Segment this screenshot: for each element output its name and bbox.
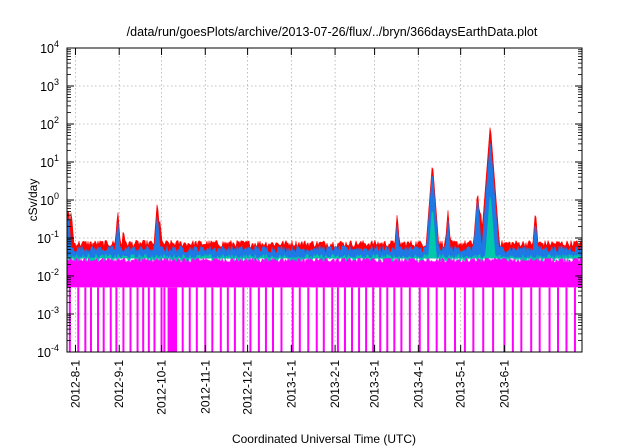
y-tick-label: 10-4 <box>37 343 59 360</box>
series-area-1 <box>66 142 583 259</box>
y-tick-labels: 10-4 10-3 10-2 10-1 100 101 102 103 104 <box>37 39 59 360</box>
y-tick-label: 101 <box>40 153 59 170</box>
y-axis-label: cSv/day <box>26 179 40 222</box>
x-tick-labels: 2012-8-1 2012-9-1 2012-10-1 2012-11-1 2012-1… <box>68 360 511 415</box>
y-tick-label: 103 <box>40 77 59 94</box>
dropout-block <box>168 287 178 352</box>
x-tick-label: 2013-2-1 <box>328 360 342 408</box>
series-base-band <box>67 255 582 288</box>
chart-title: /data/run/goesPlots/archive/2013-07-26/f… <box>127 25 538 39</box>
x-tick-label: 2012-8-1 <box>68 360 82 408</box>
y-tick-label: 100 <box>40 191 59 208</box>
y-tick-label: 104 <box>40 39 59 56</box>
tick-marks <box>67 47 582 353</box>
x-tick-label: 2012-10-1 <box>155 360 169 415</box>
y-tick-label: 102 <box>40 115 59 132</box>
x-tick-label: 2012-9-1 <box>112 360 126 408</box>
x-tick-label: 2013-5-1 <box>454 360 468 408</box>
y-tick-label: 10-2 <box>37 267 59 284</box>
x-tick-label: 2013-6-1 <box>497 360 511 408</box>
x-tick-label: 2013-3-1 <box>368 360 382 408</box>
x-tick-label: 2012-12-1 <box>241 360 255 415</box>
series-area-2 <box>66 196 583 262</box>
x-tick-label: 2013-4-1 <box>411 360 425 408</box>
x-tick-label: 2013-1-1 <box>284 360 298 408</box>
x-tick-label: 2012-11-1 <box>198 360 212 414</box>
y-tick-label: 10-1 <box>37 229 59 246</box>
y-tick-label: 10-3 <box>37 305 59 322</box>
series-layer <box>66 127 583 352</box>
x-axis-label: Coordinated Universal Time (UTC) <box>232 432 416 446</box>
